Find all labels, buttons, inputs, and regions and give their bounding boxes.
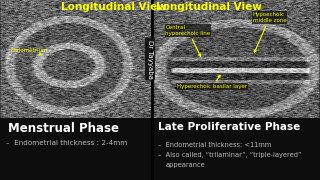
Bar — [0, 118, 152, 180]
Text: Central
hyperechoic line: Central hyperechoic line — [165, 25, 211, 56]
Text: –  Endometrial thickness: <11mm: – Endometrial thickness: <11mm — [158, 142, 271, 148]
Text: Menstrual Phase: Menstrual Phase — [8, 122, 119, 135]
Text: Longitudinal View: Longitudinal View — [156, 2, 262, 12]
Text: Endometrium: Endometrium — [11, 48, 48, 55]
Text: Late Proliferative Phase: Late Proliferative Phase — [158, 122, 300, 132]
Text: –  Endometrial thickness : 2-4mm: – Endometrial thickness : 2-4mm — [6, 140, 127, 146]
Bar — [152, 118, 320, 180]
Text: –  Also called, “trilaminar”, “triple-layered”: – Also called, “trilaminar”, “triple-lay… — [158, 152, 301, 158]
Text: appearance: appearance — [166, 162, 206, 168]
Text: Longitudinal View: Longitudinal View — [61, 2, 167, 12]
Text: Dr Tayyaba: Dr Tayyaba — [147, 40, 153, 78]
Text: Hyperechoic basilar layer: Hyperechoic basilar layer — [177, 75, 247, 89]
Text: Hypoechoic
middle zone: Hypoechoic middle zone — [253, 12, 286, 52]
